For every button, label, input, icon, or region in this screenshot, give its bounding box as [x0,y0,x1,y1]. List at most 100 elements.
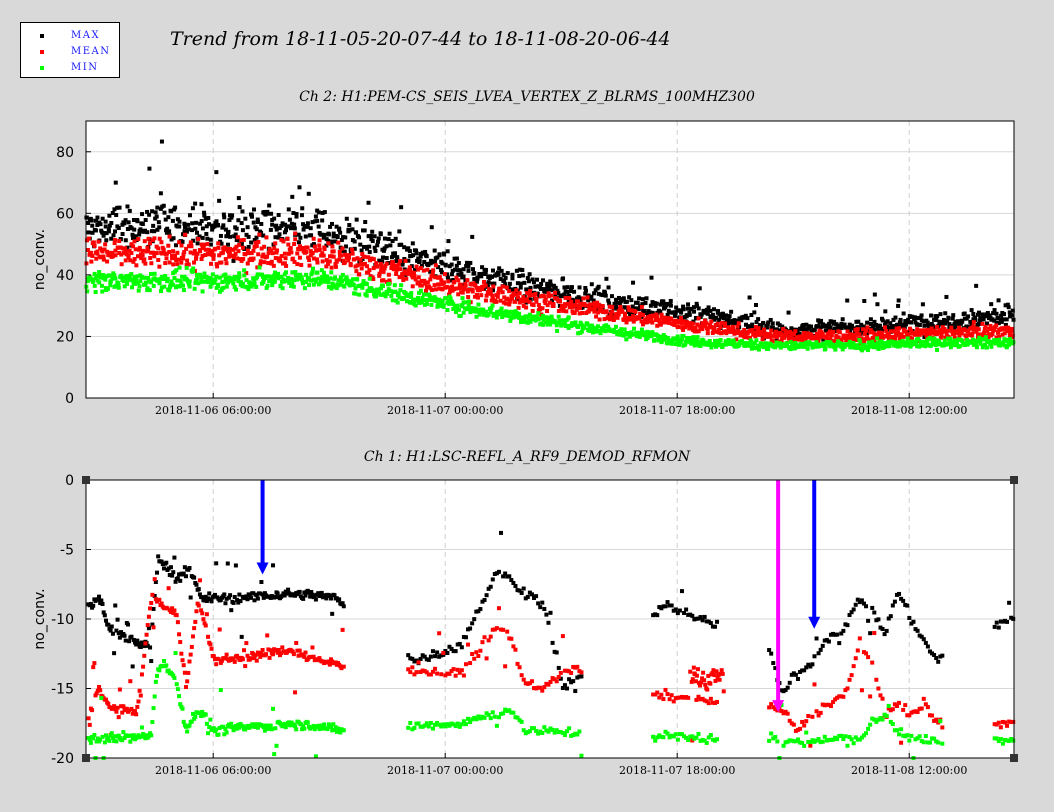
data-point-min [715,737,720,742]
data-point-max [799,327,804,332]
data-point-max [917,323,922,328]
data-point-min [300,281,305,286]
data-point-min [109,731,114,736]
data-point-mean [922,329,927,334]
data-point-min [464,307,469,312]
data-point-max [88,216,93,221]
data-point-mean [233,251,238,256]
data-point-mean [422,669,427,674]
data-point-min [99,695,104,700]
data-point-mean [511,293,516,298]
data-point-mean [481,279,486,284]
data-point-min [97,280,102,285]
data-point-min [152,694,157,699]
data-point-min [340,272,345,277]
data-point-mean [164,256,169,261]
data-point-max [310,220,315,225]
data-point-min [282,279,287,284]
data-point-mean [219,658,224,663]
data-point-min [571,733,576,738]
data-point-max [443,648,448,653]
data-point-mean [271,652,276,657]
data-point-min [904,340,909,345]
data-point-max [322,210,327,215]
data-point-mean [297,648,302,653]
data-point-min [492,312,497,317]
data-point-mean [615,315,620,320]
data-point-mean [374,261,379,266]
data-point-max [644,311,649,316]
data-point-min [474,717,479,722]
data-point-mean [569,670,574,675]
data-point-max [592,291,597,296]
data-point-min [767,341,772,346]
data-point-min [206,731,211,736]
data-point-max [934,318,939,323]
data-point-mean [142,257,147,262]
data-point-min [515,715,520,720]
data-point-mean [740,329,745,334]
data-point-mean [934,717,939,722]
data-point-max [898,317,903,322]
data-point-mean [370,275,375,280]
data-point-min [127,733,132,738]
data-point-min [406,725,411,730]
data-point-min [680,337,685,342]
data-point-max [885,319,890,324]
data-point-max [316,591,321,596]
data-point-min [419,300,424,305]
data-point-min [489,306,494,311]
data-point-min [651,734,656,739]
data-point-max [913,315,918,320]
data-point-mean [511,644,516,649]
data-point-mean [312,244,317,249]
data-point-max [841,628,846,633]
data-point-mean [565,668,570,673]
data-point-mean [676,320,681,325]
data-point-max [313,597,318,602]
data-point-max [151,606,156,611]
data-point-max [897,320,902,325]
data-point-max [400,262,405,267]
data-point-max [296,232,301,237]
data-point-min [936,338,941,343]
data-point-min [406,292,411,297]
data-point-mean [897,700,902,705]
data-point-mean [98,688,103,693]
data-point-mean [184,263,189,268]
data-point-min [661,735,666,740]
data-point-max [818,647,823,652]
data-point-mean [829,333,834,338]
data-point-max [769,651,774,656]
data-point-max [218,597,223,602]
data-point-min [312,727,317,732]
data-point-max [430,260,435,265]
data-point-max [457,641,462,646]
data-point-min [174,682,179,687]
data-point-mean [917,706,922,711]
data-point-mean [771,339,776,344]
data-point-max [482,598,487,603]
data-point-max [865,331,870,336]
data-point-mean [420,668,425,673]
data-point-mean [148,606,153,611]
data-point-min [757,344,762,349]
data-point-min [887,341,892,346]
data-point-min [466,716,471,721]
data-point-min [805,342,810,347]
data-point-min [671,734,676,739]
data-point-max [804,322,809,327]
data-point-mean [608,312,613,317]
data-point-min [320,726,325,731]
data-point-mean [560,634,565,639]
data-point-max [944,294,949,299]
data-point-mean [844,337,849,342]
data-point-mean [556,675,561,680]
data-point-max [649,275,654,280]
data-point-mean [932,718,937,723]
data-point-min [159,285,164,290]
data-point-mean [693,326,698,331]
data-point-min [351,283,356,288]
data-point-mean [211,253,216,258]
data-point-max [699,312,704,317]
